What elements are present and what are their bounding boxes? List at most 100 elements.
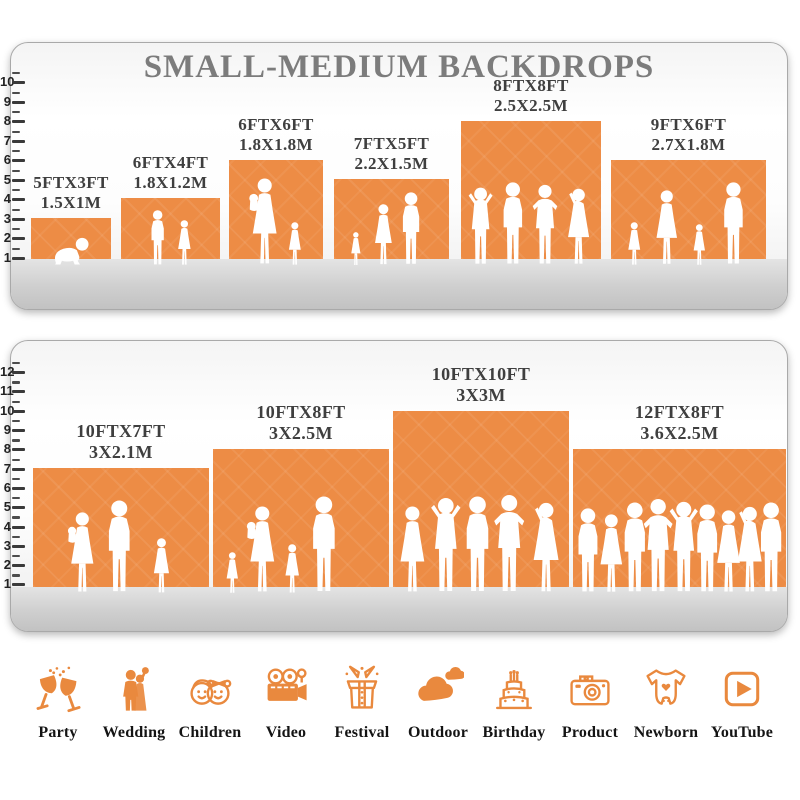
ruler-tick-minor bbox=[12, 400, 20, 403]
ruler-tick-minor bbox=[12, 130, 20, 133]
backdrop-10x8: 10FTX8FT 3X2.5M bbox=[213, 401, 389, 593]
category-label: Birthday bbox=[482, 724, 546, 741]
category-label: YouTube bbox=[710, 724, 774, 741]
size-m: 3X2.1M bbox=[89, 441, 153, 462]
backdrop-6x6: 6FTX6FT 1.8X1.8M bbox=[229, 114, 323, 265]
size-m: 3X3M bbox=[456, 384, 506, 405]
people-silhouettes bbox=[54, 237, 89, 265]
size-ft: 7FTX5FT bbox=[353, 133, 430, 153]
ruler-tick-major bbox=[12, 429, 25, 432]
party-icon bbox=[36, 666, 81, 713]
backdrop-10x7: 10FTX7FT 3X2.1M bbox=[33, 421, 209, 593]
ruler-tick-major bbox=[12, 448, 25, 452]
ruler-tick-major bbox=[12, 390, 25, 394]
size-m: 1.8X1.2M bbox=[133, 172, 208, 192]
people-silhouettes bbox=[151, 210, 191, 265]
size-m: 2.5X2.5M bbox=[493, 95, 569, 115]
people-silhouettes bbox=[578, 498, 782, 592]
ruler-tick-minor bbox=[12, 72, 20, 75]
ruler-tick-minor bbox=[12, 516, 20, 519]
ruler-tick-minor bbox=[12, 419, 20, 423]
size-ft: 5FTX3FT bbox=[33, 172, 109, 192]
size-ft: 6FTX4FT bbox=[132, 152, 209, 172]
people-silhouettes bbox=[400, 495, 559, 592]
size-ft: 10FTX8FT bbox=[256, 401, 346, 422]
birthday-icon bbox=[496, 670, 532, 710]
category-wedding: Wedding bbox=[98, 663, 170, 742]
backdrop-size-label: 9FTX6FT 2.7X1.8M bbox=[651, 115, 727, 155]
backdrop-size-label: 6FTX4FT 1.8X1.2M bbox=[133, 153, 209, 193]
backdrop-size-label: 7FTX5FT 2.2X1.5M bbox=[354, 134, 430, 174]
size-ft: 6FTX6FT bbox=[238, 114, 314, 134]
ruler-tick-minor bbox=[12, 439, 20, 442]
people-silhouettes bbox=[226, 496, 335, 593]
ruler-tick-major bbox=[12, 371, 25, 375]
ruler-number: 6 bbox=[3, 152, 11, 168]
category-newborn: Newborn bbox=[630, 663, 702, 742]
ruler-number: 10 bbox=[0, 74, 15, 90]
category-row: Party Wedding bbox=[0, 663, 800, 742]
outdoor-icon bbox=[418, 666, 464, 701]
page-title: SMALL-MEDIUM BACKDROPS bbox=[143, 49, 655, 85]
festival-icon bbox=[345, 665, 379, 709]
ruler-tick-major bbox=[12, 564, 25, 568]
ruler-tick-minor bbox=[12, 247, 20, 250]
ruler-tick-minor bbox=[12, 208, 20, 211]
ruler-number: 3 bbox=[3, 210, 11, 226]
category-label: Children bbox=[178, 724, 242, 741]
backdrop-bar bbox=[393, 411, 569, 592]
category-product: Product bbox=[554, 663, 626, 742]
ruler-tick-minor bbox=[12, 91, 20, 94]
ruler-tick-minor bbox=[12, 189, 20, 192]
wedding-icon bbox=[123, 667, 149, 711]
backdrop-7x5: 7FTX5FT 2.2X1.5M bbox=[334, 134, 449, 265]
ruler-number: 2 bbox=[3, 557, 11, 573]
size-m: 2.7X1.8M bbox=[651, 134, 726, 154]
people-silhouettes bbox=[249, 178, 301, 265]
ruler-number: 1 bbox=[3, 576, 11, 592]
ruler-tick-major bbox=[12, 256, 25, 260]
ruler-tick-minor bbox=[12, 574, 20, 577]
ruler-tick-minor bbox=[12, 381, 20, 384]
ruler-number: 6 bbox=[3, 479, 11, 495]
size-m: 3.6X2.5M bbox=[640, 422, 719, 443]
backdrop-size-label: 10FTX7FT 3X2.1M bbox=[76, 421, 165, 463]
ruler-number: 5 bbox=[3, 171, 11, 187]
ruler-number: 10 bbox=[0, 402, 15, 418]
size-ft: 12FTX8FT bbox=[634, 401, 725, 422]
ruler-tick-minor bbox=[12, 169, 20, 172]
ruler-tick-major bbox=[12, 544, 25, 548]
floor-strip bbox=[11, 587, 787, 631]
backdrop-bar bbox=[31, 218, 111, 265]
category-label: Party bbox=[38, 724, 78, 741]
ruler-number: 7 bbox=[3, 132, 11, 148]
product-icon bbox=[570, 675, 610, 706]
category-birthday: Birthday bbox=[478, 663, 550, 742]
backdrop-10x10: 10FTX10FT 3X3M bbox=[393, 364, 569, 592]
ruler-tick-major bbox=[12, 217, 25, 221]
floor-strip bbox=[11, 259, 787, 309]
category-children: Children bbox=[174, 663, 246, 742]
ruler-tick-major bbox=[12, 81, 25, 85]
ruler-feet-scale-top: 10 9 8 7 6 5 4 3 2 1 bbox=[0, 72, 30, 265]
ruler-tick-minor bbox=[12, 497, 20, 500]
backdrop-size-label: 8FTX8FT 2.5X2.5M bbox=[493, 76, 569, 116]
ruler-tick-minor bbox=[12, 150, 20, 153]
size-m: 2.2X1.5M bbox=[354, 153, 429, 173]
ruler-number: 8 bbox=[3, 113, 11, 129]
backdrop-bar bbox=[213, 449, 389, 593]
category-video: Video bbox=[250, 663, 322, 742]
backdrop-size-label: 10FTX10FT 3X3M bbox=[432, 364, 531, 406]
category-outdoor: Outdoor bbox=[402, 663, 474, 742]
ruler-tick-minor bbox=[12, 477, 20, 481]
ruler-tick-major bbox=[12, 139, 25, 143]
backdrop-8x8: 8FTX8FT 2.5X2.5M bbox=[461, 76, 601, 264]
size-ft: 8FTX8FT bbox=[493, 75, 569, 95]
youtube-icon bbox=[724, 671, 760, 707]
ruler-number: 7 bbox=[3, 460, 11, 476]
ruler-number: 1 bbox=[3, 249, 11, 265]
small-backdrops-panel: SMALL-MEDIUM BACKDROPS 5FTX3FT 1.5X1M 6F… bbox=[10, 42, 788, 310]
ruler-tick-major bbox=[12, 409, 25, 413]
ruler-number: 8 bbox=[3, 441, 11, 457]
people-silhouettes bbox=[468, 182, 590, 264]
